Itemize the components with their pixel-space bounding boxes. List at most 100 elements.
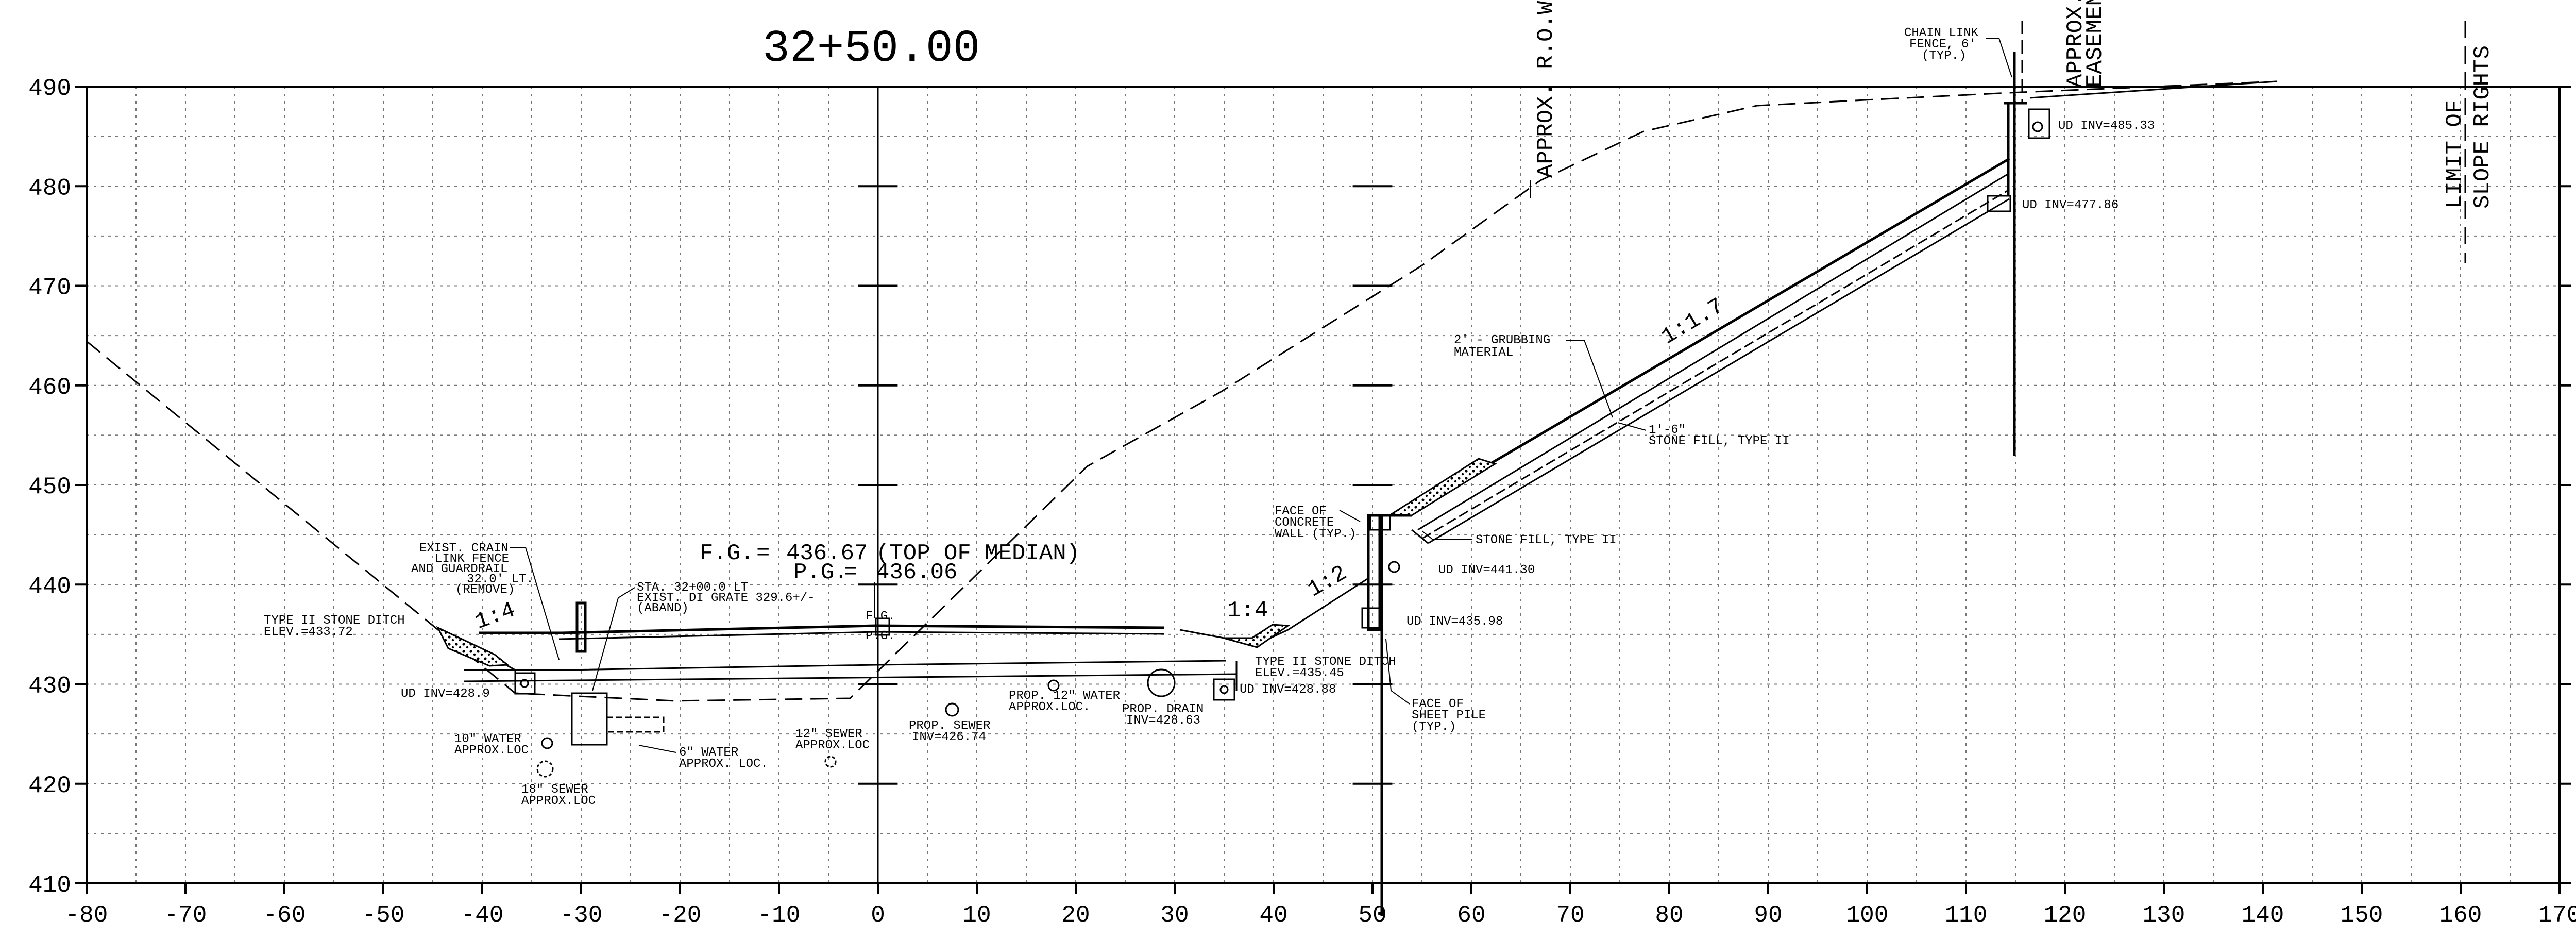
x-tick-label: 110: [1945, 902, 1988, 929]
x-tick-label: 120: [2044, 902, 2087, 929]
exist-fence-note-3: AND GUARDRAIL: [411, 562, 507, 576]
limit-of-slope-label-1: LIMIT OF: [2442, 100, 2468, 209]
y-tick-label-left: 450: [28, 474, 71, 500]
fg-eq: =: [756, 541, 770, 566]
fg-value: 436.67: [786, 541, 868, 566]
station-title: 32+50.00: [762, 24, 980, 75]
slope-label-upper: 1:1.7: [1657, 293, 1728, 350]
x-tick-label: -70: [164, 902, 207, 929]
pg-label: P.G.: [793, 560, 848, 585]
x-tick-label: 150: [2341, 902, 2383, 929]
y-tick-label-left: 420: [28, 773, 71, 799]
upper-stone-fill: [1388, 458, 1497, 516]
ud-inv-428-88-note: UD INV=428.88: [1240, 683, 1336, 697]
fg-mark: F.G.: [866, 610, 895, 624]
x-tick-label: 70: [1556, 902, 1584, 929]
x-tick-label: -80: [65, 902, 108, 929]
face-concrete-wall-note-3: WALL (TYP.): [1275, 527, 1356, 541]
ud-inv-441-note: UD INV=441.30: [1438, 563, 1535, 577]
x-tick-label: 0: [871, 902, 885, 929]
existing-ground-line: [86, 80, 2278, 702]
x-tick-label: -60: [263, 902, 306, 929]
x-axis: -80 -70 -60 -50 -40 -30 -20 -10 0 10 20 30 40 50 60 70 8…: [65, 883, 2576, 929]
slope-label-median: 1:4: [1227, 598, 1268, 624]
exist-grate-note-3: (ABAND): [637, 601, 689, 615]
grubbing-note-2: MATERIAL: [1454, 346, 1513, 360]
exist-fence-note-5: (REMOVE): [455, 583, 515, 597]
grubbing-note: 2' - GRUBBING: [1454, 333, 1550, 347]
stone-fill-1-note: 1'-6": [1649, 423, 1686, 437]
grade-callout: F.G. = 436.67 (TOP OF MEDIAN) P.G. = 436…: [700, 541, 1080, 643]
x-tick-label: -30: [560, 902, 603, 929]
chain-link-fence-note-2: FENCE, 6': [1909, 38, 1976, 52]
x-tick-label: -10: [758, 902, 801, 929]
approx-easement-label-2: EASEMENT: [2082, 0, 2108, 88]
sewer-18-note: 18" SEWER: [521, 783, 588, 797]
y-tick-label-left: 480: [28, 175, 71, 202]
utilities: [514, 561, 1400, 778]
fg-note: (TOP OF MEDIAN): [876, 541, 1080, 566]
fg-label: F.G.: [700, 541, 754, 566]
prop-water-note-2: APPROX.LOC.: [1009, 700, 1090, 714]
approx-easement-label-1: APPROX.: [2063, 0, 2089, 88]
ud-inv-435-note: UD INV=435.98: [1406, 615, 1503, 629]
sewer-18-note-2: APPROX.LOC: [521, 794, 596, 808]
x-tick-label: 140: [2242, 902, 2284, 929]
chain-link-fence-note: CHAIN LINK: [1904, 26, 1979, 40]
water-6-note: 6" WATER: [679, 746, 738, 760]
y-tick-label-left: 470: [28, 275, 71, 301]
stone-ditch-right-note-2: ELEV.=435.45: [1255, 666, 1344, 680]
y-tick-label-left: 460: [28, 374, 71, 401]
exist-fence-note: EXIST. CRAIN: [419, 542, 509, 556]
grid: [87, 87, 2560, 883]
chain-link-fence-note-3: (TYP.): [1922, 49, 1966, 63]
stone-ditch-left-note-2: ELEV.=433.72: [264, 625, 353, 639]
y-tick-label-left: 410: [28, 872, 71, 899]
prop-sewer-note-2: INV=426.74: [912, 730, 986, 744]
slope-label-left: 1:4: [472, 597, 519, 635]
sewer-12-note: 12" SEWER: [795, 727, 862, 741]
y-tick-label-left: 430: [28, 673, 71, 700]
x-tick-label: 20: [1061, 902, 1090, 929]
prop-drain-note: PROP. DRAIN: [1122, 702, 1204, 716]
x-tick-label: 30: [1160, 902, 1189, 929]
slope-label-wall: 1:2: [1303, 560, 1352, 603]
x-tick-label: 170: [2538, 902, 2576, 929]
exist-grate-note: STA. 32+00.0 LT: [637, 581, 748, 595]
face-sheet-pile-note-3: (TYP.): [1412, 720, 1456, 734]
x-tick-label: 60: [1457, 902, 1485, 929]
stone-ditch-left-note: TYPE II STONE DITCH: [264, 614, 405, 628]
x-tick-label: 10: [962, 902, 991, 929]
stone-fill-1-note-2: STONE FILL, TYPE II: [1649, 434, 1790, 448]
stone-ditch-right-note: TYPE II STONE DITCH: [1255, 655, 1396, 669]
prop-drain-note-2: INV=428.63: [1126, 714, 1200, 728]
face-concrete-wall-note-2: CONCRETE: [1275, 516, 1334, 530]
left-stone-ditch: [436, 626, 510, 667]
notes: CHAIN LINK FENCE, 6' (TYP.) UD INV=485.3…: [264, 26, 2155, 808]
face-sheet-pile-note: FACE OF: [1412, 697, 1464, 711]
ud-inv-477-note: UD INV=477.86: [2022, 198, 2119, 212]
x-tick-label: -20: [659, 902, 702, 929]
median-stone-ditch: [1223, 624, 1291, 648]
x-tick-label: -50: [362, 902, 405, 929]
pg-eq: =: [844, 560, 857, 585]
face-sheet-pile-note-2: SHEET PILE: [1412, 709, 1486, 723]
approx-row-label: APPROX. R.O.W.: [1533, 0, 1559, 178]
pg-mark: P.G.: [866, 629, 895, 643]
x-tick-label: 100: [1846, 902, 1889, 929]
exist-fence-note-2: LINK FENCE: [435, 552, 509, 566]
x-tick-label: 130: [2143, 902, 2185, 929]
sewer-12-note-2: APPROX.LOC: [795, 739, 870, 752]
y-tick-label-left: 440: [28, 573, 71, 600]
water-6-note-2: APPROX. LOC.: [679, 757, 768, 771]
exist-grate-note-2: EXIST. DI GRATE 329.6+/-: [637, 591, 815, 605]
x-tick-label: 80: [1655, 902, 1683, 929]
ud-inv-428-9-note: UD INV=428.9: [401, 687, 490, 701]
ud-inv-485-note: UD INV=485.33: [2058, 119, 2155, 133]
exist-fence-note-4: 32.0' LT.: [467, 573, 534, 587]
plot-frame: [86, 86, 2561, 884]
stone-fill-2-note: STONE FILL, TYPE II: [1476, 533, 1617, 547]
face-concrete-wall-note: FACE OF: [1275, 505, 1327, 518]
x-tick-label: 40: [1259, 902, 1287, 929]
